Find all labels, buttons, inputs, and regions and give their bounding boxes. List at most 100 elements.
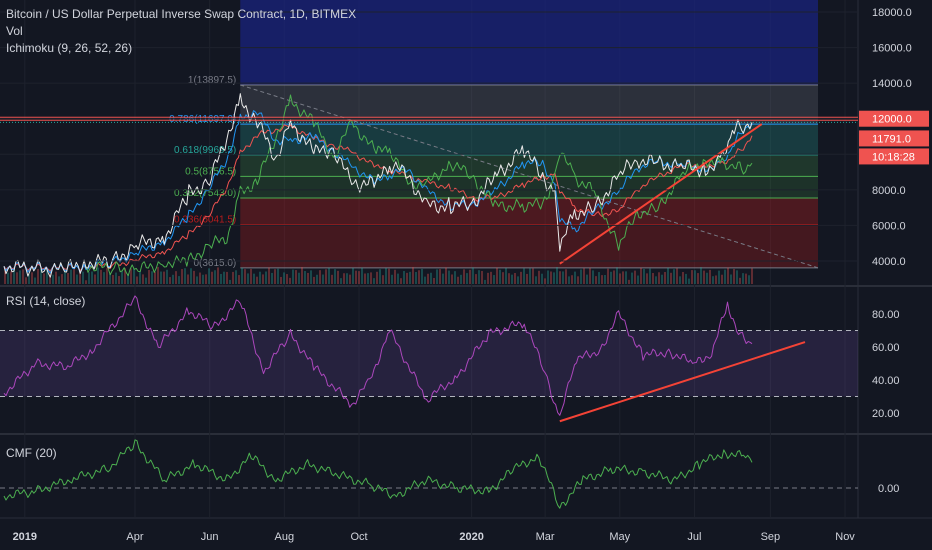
volume-bar (517, 276, 519, 284)
rsi-axis-tick: 40.00 (872, 375, 900, 387)
volume-bar (637, 275, 639, 284)
volume-bar (7, 272, 9, 284)
volume-bar (55, 271, 57, 284)
volume-bar (232, 271, 234, 284)
rsi-axis-tick: 80.00 (872, 309, 900, 321)
volume-bar (106, 268, 108, 284)
volume-bar (685, 273, 687, 284)
volume-bar (355, 270, 357, 284)
volume-bar (532, 268, 534, 284)
volume-bar (568, 276, 570, 284)
fib-level-label: 0.5(8756.5) (185, 166, 236, 177)
volume-bar (559, 271, 561, 284)
volume-bar (589, 268, 591, 284)
volume-bar (70, 269, 72, 284)
volume-bar (571, 275, 573, 284)
volume-bar (739, 277, 741, 284)
volume-bar (334, 269, 336, 284)
volume-bar (22, 269, 24, 284)
volume-bar (61, 274, 63, 284)
volume-bar (28, 274, 30, 284)
volume-bar (244, 269, 246, 284)
ichimoku-indicator-label: Ichimoku (9, 26, 52, 26) (6, 41, 133, 55)
time-axis-tick: Jul (687, 531, 701, 543)
volume-bar (463, 269, 465, 284)
volume-bar (100, 269, 102, 284)
volume-bar (421, 268, 423, 284)
volume-bar (82, 271, 84, 284)
symbol-title: Bitcoin / US Dollar Perpetual Inverse Sw… (6, 7, 357, 21)
volume-bar (658, 272, 660, 284)
volume-bar (442, 273, 444, 284)
volume-bar (472, 267, 474, 284)
volume-bar (469, 269, 471, 284)
volume-bar (178, 276, 180, 284)
volume-bar (529, 268, 531, 284)
time-axis-tick: 2020 (459, 531, 483, 543)
time-axis-tick: Aug (275, 531, 295, 543)
volume-bar (253, 273, 255, 284)
price-axis-tick: 4000.0 (872, 256, 906, 268)
volume-bar (97, 267, 99, 284)
volume-bar (388, 268, 390, 284)
volume-bar (181, 269, 183, 284)
volume-bar (703, 270, 705, 284)
volume-bar (385, 267, 387, 284)
fib-zone (240, 176, 818, 198)
volume-bar (730, 274, 732, 284)
fib-zone (240, 197, 818, 225)
volume-bar (190, 268, 192, 284)
price-axis-tick: 6000.0 (872, 220, 906, 232)
volume-bar (325, 269, 327, 284)
fib-trend-diagonal (240, 84, 819, 269)
volume-bar (265, 271, 267, 284)
volume-bar (340, 278, 342, 284)
volume-bar (391, 274, 393, 284)
volume-bar (331, 274, 333, 284)
volume-bar (382, 275, 384, 284)
volume-bar (727, 267, 729, 284)
volume-bar (745, 273, 747, 284)
volume-bar (250, 268, 252, 284)
price-axis-tick: 16000.0 (872, 43, 912, 55)
volume-bar (628, 279, 630, 284)
volume-bar (379, 269, 381, 284)
volume-bar (346, 273, 348, 284)
chart-legend: Bitcoin / US Dollar Perpetual Inverse Sw… (6, 6, 356, 57)
volume-bar (94, 274, 96, 284)
volume-bar (433, 278, 435, 284)
volume-bar (298, 272, 300, 284)
volume-bar (40, 268, 42, 284)
volume-bar (526, 273, 528, 284)
volume-bar (484, 279, 486, 284)
volume-bar (751, 268, 753, 284)
volume-bar (286, 274, 288, 284)
volume-bar (67, 273, 69, 284)
volume-bar (475, 274, 477, 284)
volume-bar (556, 267, 558, 284)
fib-level-label: 0.236(6041.5) (174, 215, 236, 226)
volume-bar (130, 268, 132, 284)
volume-bar (337, 270, 339, 284)
volume-bar (76, 274, 78, 284)
volume-bar (64, 268, 66, 284)
volume-bar (664, 272, 666, 284)
volume-bar (649, 268, 651, 284)
volume-bar (85, 280, 87, 284)
volume-bar (175, 271, 177, 284)
volume-bar (217, 267, 219, 284)
volume-bar (478, 270, 480, 284)
volume-bar (544, 278, 546, 284)
volume-bar (166, 269, 168, 284)
volume-bar (430, 272, 432, 284)
volume-bar (304, 270, 306, 284)
volume-bar (496, 267, 498, 284)
volume-bar (520, 271, 522, 284)
volume-bar (565, 269, 567, 284)
volume-bar (247, 273, 249, 284)
time-axis-tick: 2019 (13, 531, 37, 543)
volume-bar (523, 268, 525, 284)
price-axis-tick: 8000.0 (872, 185, 906, 197)
